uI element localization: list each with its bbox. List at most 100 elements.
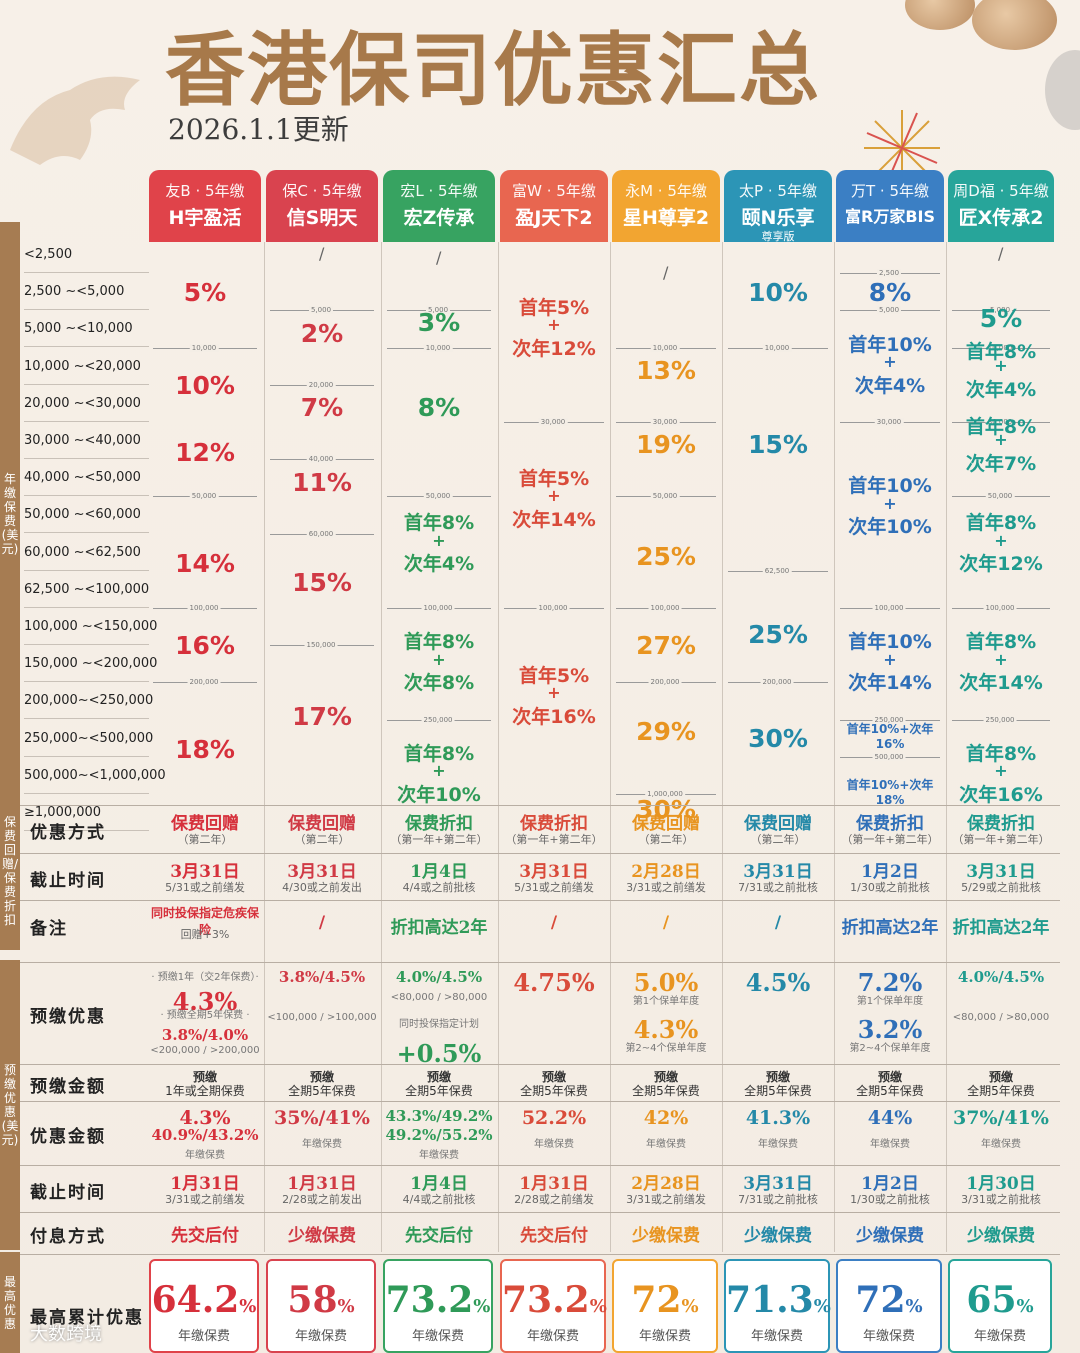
- rate-value: 52.2%: [521, 1107, 587, 1129]
- column-divider: [381, 242, 382, 1252]
- max-value-label: 年缴保费: [862, 1329, 915, 1344]
- tier-separator-label: 500,000: [872, 752, 906, 761]
- max-discount-value: 58%: [268, 1279, 374, 1321]
- tier-separator-label: 200,000: [760, 678, 794, 687]
- empty-slash: /: [663, 262, 669, 282]
- rate-value: +: [432, 530, 446, 550]
- row-value: 1月2日: [861, 862, 919, 882]
- rate-value: 11%: [292, 467, 352, 497]
- row-note: （第二年）: [750, 833, 806, 846]
- rate-value: +: [994, 649, 1008, 669]
- rate-value: 首年8%: [403, 631, 475, 654]
- premium-tier-label: 5,000 ~<10,000: [24, 310, 149, 348]
- tier-separator-label: 20,000: [306, 380, 336, 389]
- tier-separator-label: 100,000: [983, 604, 1017, 612]
- premium-tier-label: 30,000 ~<40,000: [24, 422, 149, 459]
- tier-separator-label: 200,000: [187, 678, 221, 687]
- premium-tier-label: 20,000 ~<30,000: [24, 385, 149, 422]
- rate-value: 次年7%: [965, 452, 1037, 475]
- row-value: 3月31日: [966, 862, 1036, 882]
- rate-value: 次年12%: [959, 553, 1043, 576]
- rate-value: 42%: [643, 1107, 689, 1129]
- row-label: 优惠金额: [30, 1127, 106, 1147]
- rate-value: 27%: [636, 631, 696, 661]
- rate-value: 29%: [636, 716, 696, 746]
- premium-tier-label: 62,500 ~<100,000: [24, 571, 149, 608]
- column-divider: [610, 242, 611, 1252]
- row-label: 预缴优惠: [30, 1007, 106, 1027]
- premium-tier-label: 500,000~<1,000,000: [24, 757, 166, 794]
- max-value-label: 年缴保费: [411, 1329, 464, 1344]
- page-title: 香港保司优惠汇总: [165, 23, 821, 117]
- product-subtitle: 尊享版: [761, 230, 795, 243]
- row-value: 保费回赠: [632, 814, 700, 834]
- rate-value: 2%: [300, 318, 344, 348]
- rate-value: 次年14%: [512, 508, 596, 531]
- update-date: 2026.1.1更新: [168, 113, 349, 146]
- row-value: 1月4日: [410, 1174, 468, 1194]
- empty-slash: /: [998, 244, 1004, 264]
- row-value: /: [774, 913, 782, 933]
- max-discount-value: 72%: [614, 1279, 716, 1321]
- row-value: 预缴: [309, 1070, 334, 1084]
- row-label: 备注: [30, 919, 68, 939]
- max-discount-box: 65% 年缴保费: [948, 1259, 1052, 1353]
- rate-value: 30%: [748, 724, 808, 754]
- sidebar-gift-discount: 保费回赠/保费折扣: [0, 792, 20, 950]
- sidebar-annual-premium: 年缴保费(美元): [0, 222, 20, 805]
- product-name: 宏Z传承: [403, 207, 475, 229]
- rate-value: 13%: [636, 355, 696, 385]
- product-header: 太P · 5年缴 颐N乐享 尊享版: [724, 170, 832, 243]
- row-value: 3月31日: [743, 1174, 813, 1194]
- row-value: 少缴保费: [744, 1226, 812, 1246]
- row-note: 年缴保费: [646, 1138, 686, 1150]
- row-note: 年缴保费: [534, 1138, 574, 1150]
- tier-separator-label: 10,000: [985, 343, 1015, 352]
- max-value-number: 72: [855, 1279, 906, 1321]
- tier-separator-label: 30,000: [538, 418, 568, 426]
- rate-value: 8%: [868, 277, 912, 307]
- rate-value: 首年8%: [965, 512, 1037, 535]
- rate-value: +: [547, 315, 561, 334]
- tier-separator-label: 100,000: [187, 604, 221, 612]
- tier-separator-label: 30,000: [650, 418, 680, 426]
- rate-value: 5%: [183, 277, 227, 307]
- watermark: 大数跨境: [30, 1324, 102, 1345]
- empty-slash: /: [319, 244, 325, 264]
- row-value: 保费折扣: [856, 814, 924, 834]
- row-note: （第二年）: [638, 833, 694, 846]
- tier-separator-label: 200,000: [648, 678, 682, 687]
- row-value: 3月31日: [287, 862, 357, 882]
- rate-value: 7.2%: [857, 968, 923, 997]
- product-name: 匠X传承2: [958, 207, 1044, 229]
- row-value: /: [662, 913, 670, 933]
- max-value-unit: %: [813, 1296, 831, 1317]
- rate-value: +: [994, 355, 1008, 375]
- rate-value: 首年10%+次年18%: [846, 778, 934, 808]
- rate-value: +: [547, 486, 561, 506]
- row-note: 全期5年保费: [744, 1084, 812, 1098]
- row-value: 折扣高达2年: [841, 918, 939, 938]
- row-note: 年缴保费: [302, 1138, 342, 1150]
- row-value: 少缴保费: [856, 1226, 924, 1246]
- tier-separator-label: 5,000: [987, 306, 1013, 315]
- tier-separator-label: 5,000: [425, 306, 451, 315]
- rate-value: 首年10%: [848, 631, 932, 654]
- rate-value: 10%: [748, 277, 808, 307]
- rate-value: 首年8%: [965, 743, 1037, 766]
- max-value-number: 64.2: [151, 1279, 240, 1321]
- product-name: 信S明天: [286, 207, 358, 229]
- row-divider: [20, 853, 1060, 854]
- row-value: 预缴: [192, 1070, 217, 1084]
- max-value-label: 年缴保费: [973, 1329, 1026, 1344]
- tier-separator-label: 50,000: [985, 492, 1015, 501]
- row-note: <80,000 / >80,000: [390, 991, 488, 1003]
- max-discount-box: 72% 年缴保费: [612, 1259, 718, 1353]
- max-discount-box: 64.2% 年缴保费: [149, 1259, 259, 1353]
- row-note: （第一年+第二年）: [390, 833, 488, 846]
- tier-separator-label: 60,000: [306, 529, 336, 538]
- rate-value: 14%: [175, 549, 235, 579]
- tier-separator-label: 50,000: [189, 492, 219, 501]
- row-note: 4/30或之前发出: [282, 881, 362, 894]
- rate-value: 4.3%: [172, 987, 238, 1017]
